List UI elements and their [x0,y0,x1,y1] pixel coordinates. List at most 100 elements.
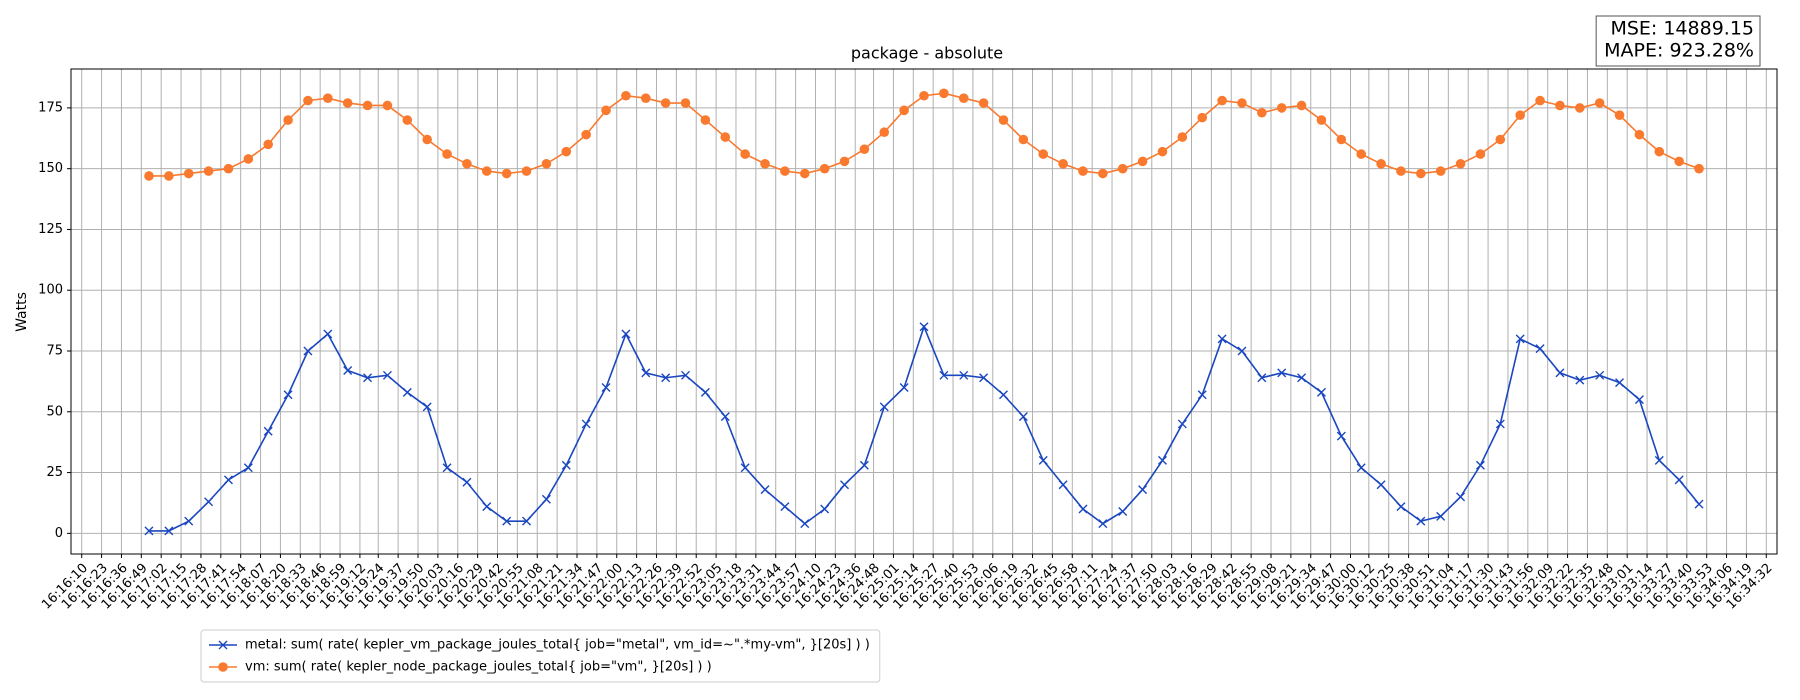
marker [1396,166,1406,176]
marker [998,115,1009,125]
marker [1435,166,1446,176]
marker [979,373,989,383]
marker [1455,159,1466,169]
marker [402,115,413,125]
marker [1515,110,1525,120]
marker [1237,98,1247,108]
marker [1058,480,1068,490]
marker [144,526,154,536]
legend: metal: sum( rate( kepler_vm_package_joul… [200,629,881,683]
marker [1634,395,1644,405]
marker [1475,149,1486,159]
marker [1594,98,1605,108]
marker [1276,103,1287,113]
marker [1038,455,1048,465]
marker [541,159,552,169]
marker [1376,480,1386,490]
marker [1674,156,1684,167]
marker [522,516,532,526]
marker [1634,129,1645,140]
marker [1316,387,1326,397]
marker [263,139,273,150]
marker [641,368,651,378]
marker [819,163,830,174]
marker [1515,334,1525,344]
marker [1336,134,1347,145]
marker [263,426,273,436]
y-tick-label: 25 [46,465,63,480]
marker [541,494,551,504]
marker [323,93,333,103]
marker [839,156,850,167]
marker [681,370,691,380]
marker [323,329,333,339]
marker [1495,419,1505,429]
marker [223,163,234,174]
marker [1416,516,1426,526]
y-axis-label: Watts [14,292,30,332]
marker [303,95,313,106]
marker [1157,455,1167,465]
marker [700,115,711,125]
chart-title: package - absolute [851,44,1003,63]
marker [760,159,770,169]
marker [283,390,293,400]
marker [243,154,254,164]
legend-label: vm: sum( rate( kepler_node_package_joule… [245,660,712,675]
marker [919,90,929,101]
marker [1098,168,1108,179]
marker [601,105,611,116]
series-line [148,324,1700,532]
marker [879,127,890,138]
marker [1058,159,1068,169]
marker [1575,375,1585,385]
marker [561,146,572,157]
marker [1555,100,1565,111]
marker [720,132,731,142]
marker [1356,463,1366,473]
marker [422,134,432,145]
marker [203,166,214,176]
y-tick-label: 100 [38,283,63,298]
marker [800,519,810,529]
marker [164,526,174,536]
series-line [148,92,1700,177]
marker [1296,100,1307,111]
marker [958,93,969,103]
marker [1316,115,1327,125]
marker [342,98,353,108]
y-tick-label: 75 [46,344,63,359]
marker [561,460,571,470]
marker [621,90,631,101]
marker [1138,485,1148,495]
marker [482,502,492,512]
marker [1336,431,1346,441]
marker [1257,107,1267,118]
marker [1177,132,1188,142]
marker [283,115,293,125]
marker [1078,504,1088,514]
marker [1356,149,1367,159]
marker [422,402,432,412]
marker [1615,378,1625,388]
marker [879,402,889,412]
marker [939,88,949,99]
marker [1575,103,1585,113]
marker [243,463,253,473]
marker [919,322,929,332]
y-tick-label: 175 [38,100,63,115]
marker [1217,334,1227,344]
marker [144,171,154,181]
marker [481,166,492,176]
annotation-box [1595,15,1761,67]
marker [1217,95,1227,106]
legend-marker [218,662,228,672]
marker [1595,370,1605,380]
marker [680,98,691,108]
marker [1018,412,1028,422]
marker [1098,519,1108,529]
marker [760,485,770,495]
marker [442,149,452,159]
